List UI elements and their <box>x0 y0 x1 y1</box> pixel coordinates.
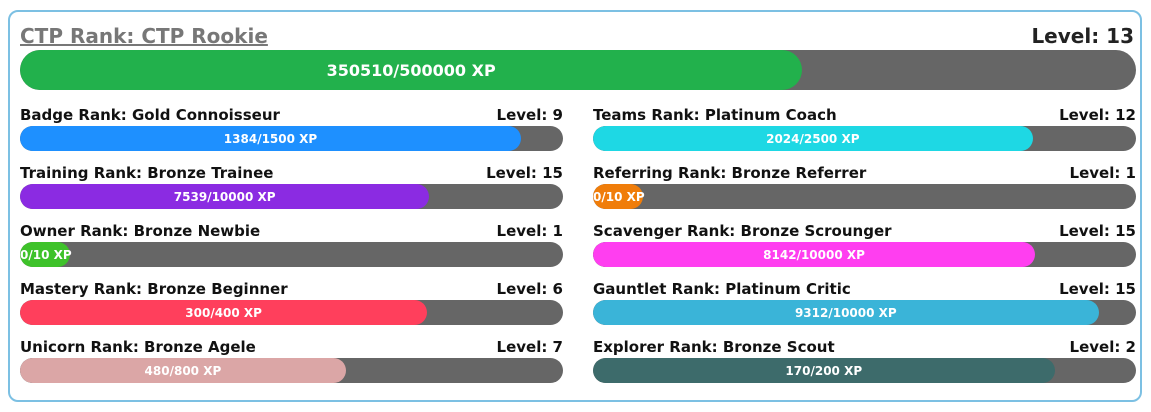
main-rank-title[interactable]: CTP Rank: CTP Rookie <box>20 24 268 48</box>
rank-item: Training Rank: Bronze Trainee Level: 15 75… <box>20 164 563 214</box>
rank-progress-bar: 0/10 XP <box>593 184 1136 209</box>
rank-label: Unicorn Rank: Bronze Agele <box>20 338 256 356</box>
rank-level: Level: 15 <box>1059 222 1136 240</box>
rank-progress-fill <box>20 126 522 151</box>
rank-progress-bar: 7539/10000 XP <box>20 184 563 209</box>
rank-progress-bar: 170/200 XP <box>593 358 1136 383</box>
main-xp-progress-bar: 350510/500000 XP <box>20 50 1136 90</box>
rank-progress-fill <box>593 126 1033 151</box>
rank-xp-text: 9312/10000 XP <box>794 305 897 320</box>
rank-level: Level: 7 <box>496 338 563 356</box>
rank-level: Level: 15 <box>486 164 563 182</box>
rank-item: Owner Rank: Bronze Newbie Level: 1 0/10 XP <box>20 222 563 272</box>
rank-item: Gauntlet Rank: Platinum Critic Level: 15 9… <box>593 280 1136 330</box>
rank-level: Level: 2 <box>1069 338 1136 356</box>
rank-item: Mastery Rank: Bronze Beginner Level: 6 300… <box>20 280 563 330</box>
rank-progress-bar: 1384/1500 XP <box>20 126 563 151</box>
rank-progress-bar: 300/400 XP <box>20 300 563 325</box>
rank-progress-fill <box>20 184 430 209</box>
main-xp-progress-fill <box>20 50 803 90</box>
rank-xp-text: 1384/1500 XP <box>223 131 318 146</box>
rank-item: Teams Rank: Platinum Coach Level: 12 2024/… <box>593 106 1136 156</box>
rank-level: Level: 6 <box>496 280 563 298</box>
rank-item: Referring Rank: Bronze Referrer Level: 1 0… <box>593 164 1136 214</box>
rank-label: Referring Rank: Bronze Referrer <box>593 164 867 182</box>
rank-progress-fill <box>593 242 1036 267</box>
rank-xp-text: 0/10 XP <box>593 189 645 204</box>
rank-progress-fill <box>593 300 1099 325</box>
rank-label: Owner Rank: Bronze Newbie <box>20 222 261 240</box>
main-rank-level: Level: 13 <box>1031 24 1134 48</box>
rank-xp-text: 2024/2500 XP <box>766 131 860 146</box>
rank-level: Level: 15 <box>1059 280 1136 298</box>
rank-label: Explorer Rank: Bronze Scout <box>593 338 835 356</box>
rank-item: Explorer Rank: Bronze Scout Level: 2 170/2… <box>593 338 1136 388</box>
rank-progress-bar: 2024/2500 XP <box>593 126 1136 151</box>
rank-progress-fill <box>20 358 346 383</box>
rank-label: Teams Rank: Platinum Coach <box>593 106 837 124</box>
rank-label: Badge Rank: Gold Connoisseur <box>20 106 280 124</box>
rank-label: Mastery Rank: Bronze Beginner <box>20 280 288 298</box>
rank-progress-fill <box>593 184 643 209</box>
rank-item: Unicorn Rank: Bronze Agele Level: 7 480/80… <box>20 338 563 388</box>
rank-progress-bar: 480/800 XP <box>20 358 563 383</box>
rank-xp-text: 7539/10000 XP <box>173 189 276 204</box>
rank-progress-fill <box>20 242 70 267</box>
rank-progress-fill <box>20 300 428 325</box>
rank-level: Level: 1 <box>496 222 563 240</box>
rank-label: Scavenger Rank: Bronze Scrounger <box>593 222 892 240</box>
rank-progress-bar: 0/10 XP <box>20 242 563 267</box>
rank-progress-bar: 9312/10000 XP <box>593 300 1136 325</box>
rank-label: Gauntlet Rank: Platinum Critic <box>593 280 851 298</box>
rank-item: Badge Rank: Gold Connoisseur Level: 9 1384… <box>20 106 563 156</box>
rank-item: Scavenger Rank: Bronze Scrounger Level: 1… <box>593 222 1136 272</box>
rank-xp-text: 170/200 XP <box>785 363 863 378</box>
rank-panel: CTP Rank: CTP Rookie Level: 13 350510/50… <box>8 10 1142 402</box>
rank-progress-fill <box>593 358 1055 383</box>
rank-label: Training Rank: Bronze Trainee <box>20 164 274 182</box>
rank-level: Level: 12 <box>1059 106 1136 124</box>
main-xp-text: 350510/500000 XP <box>326 60 496 80</box>
rank-level: Level: 1 <box>1069 164 1136 182</box>
rank-xp-text: 8142/10000 XP <box>763 247 865 262</box>
rank-progress-bar: 8142/10000 XP <box>593 242 1136 267</box>
rank-xp-text: 0/10 XP <box>20 247 72 262</box>
rank-level: Level: 9 <box>496 106 563 124</box>
rank-xp-text: 300/400 XP <box>185 305 262 320</box>
rank-xp-text: 480/800 XP <box>144 363 222 378</box>
